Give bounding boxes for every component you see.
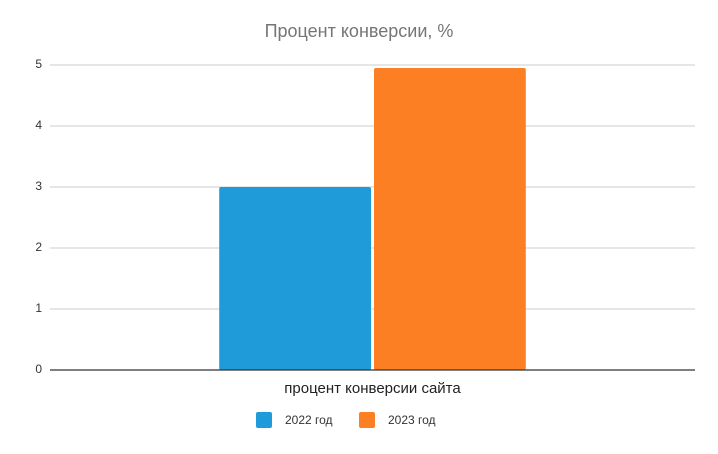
y-tick-label: 0 <box>35 362 42 376</box>
y-tick-label: 1 <box>35 301 42 315</box>
bar <box>219 187 371 370</box>
chart-title: Процент конверсии, % <box>265 21 454 41</box>
y-tick-label: 3 <box>35 179 42 193</box>
y-tick-label: 5 <box>35 57 42 71</box>
legend-swatch <box>256 412 272 428</box>
legend-swatch <box>359 412 375 428</box>
y-tick-label: 2 <box>35 240 42 254</box>
legend-label: 2023 год <box>388 413 436 427</box>
legend-label: 2022 год <box>285 413 333 427</box>
y-tick-label: 4 <box>35 118 42 132</box>
x-tick-label: процент конверсии сайта <box>284 380 461 397</box>
bar <box>374 68 526 371</box>
